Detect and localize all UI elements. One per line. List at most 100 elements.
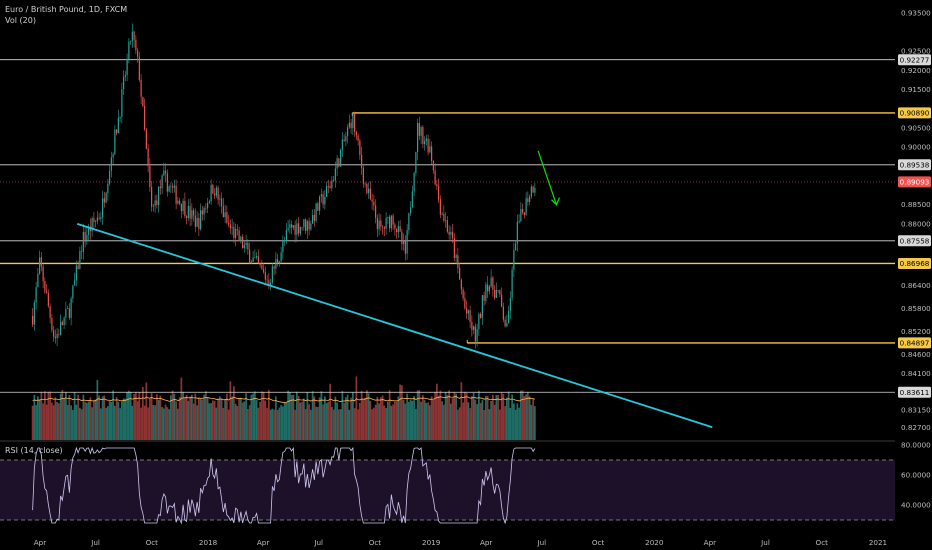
candle-body	[75, 265, 77, 281]
price-tag-0.89093: 0.89093	[898, 176, 931, 188]
volume-bar	[518, 407, 520, 440]
volume-bar	[500, 392, 503, 440]
price-tag-text: 0.90890	[900, 109, 930, 118]
candle-body	[369, 188, 371, 200]
volume-bar	[238, 398, 240, 440]
candle-body	[256, 256, 258, 258]
volume-bar	[199, 398, 202, 440]
volume-bar	[395, 401, 398, 440]
candle-body	[508, 310, 510, 323]
volume-bar	[107, 406, 109, 440]
candle-body	[114, 129, 116, 155]
volume-bar	[486, 395, 489, 440]
price-tick-label: 0.86400	[901, 281, 931, 290]
candle-body	[214, 193, 216, 196]
candle-body	[81, 250, 83, 252]
candle-body	[298, 223, 300, 234]
candle-body	[308, 221, 310, 230]
price-tick-label: 0.88000	[901, 219, 931, 228]
candle-body	[450, 232, 452, 235]
volume-bar	[455, 393, 457, 440]
candle-body	[525, 198, 527, 216]
volume-bar	[222, 407, 225, 440]
price-tag-0.84897: 0.84897	[898, 337, 931, 349]
candle-body	[130, 41, 132, 42]
candle-body	[196, 218, 198, 227]
candle-body	[390, 215, 392, 229]
price-tag-0.90890: 0.90890	[898, 107, 931, 119]
candle-body	[39, 257, 41, 274]
candle-body	[320, 194, 322, 197]
volume-bar	[490, 401, 492, 440]
volume-bar	[287, 390, 289, 440]
price-tag-text: 0.84897	[900, 339, 930, 348]
time-tick-label: Oct	[146, 538, 159, 547]
candle-body	[389, 216, 391, 229]
candle-body	[520, 209, 522, 221]
volume-bar	[362, 399, 365, 440]
volume-bar	[355, 376, 358, 440]
candle-body	[294, 225, 296, 235]
candle-body	[51, 317, 53, 331]
candle-body	[184, 200, 186, 217]
candle-body	[529, 196, 531, 202]
volume-bar	[423, 400, 426, 440]
candle-body	[82, 232, 84, 252]
price-tag-bg	[898, 176, 931, 188]
candle-body	[459, 267, 461, 280]
volume-bar	[66, 405, 69, 440]
candle-body	[425, 138, 427, 141]
candle-body	[193, 210, 195, 216]
candle-body	[191, 210, 193, 219]
candle-body	[158, 186, 160, 206]
rsi-legend[interactable]: RSI (14, close)	[5, 446, 63, 455]
candle-body	[98, 217, 100, 219]
volume-bar	[523, 396, 526, 440]
time-tick-label: Apr	[257, 538, 269, 547]
candle-body	[396, 228, 398, 232]
volume-bar	[231, 396, 233, 440]
price-tags: 0.92277 0.90890 0.89538 0.89093 0.87558 0.869…	[898, 54, 931, 398]
price-tick-label: 0.90000	[901, 143, 931, 152]
time-tick-label: Oct	[592, 538, 605, 547]
symbol-legend[interactable]: Euro / British Pound, 1D, FXCM	[5, 5, 128, 14]
volume-bar	[254, 391, 256, 440]
candle-body	[445, 220, 447, 221]
volume-bar	[488, 409, 491, 440]
price-tag-0.87558: 0.87558	[898, 235, 931, 247]
candle-body	[434, 170, 436, 185]
rsi-tick-label: 60.0000	[901, 471, 931, 480]
volume-bar	[457, 409, 459, 440]
volume-bar	[422, 395, 424, 440]
candle-body	[221, 198, 223, 207]
volume-bar	[73, 391, 76, 440]
candle-body	[154, 200, 156, 206]
volume-bar	[68, 395, 71, 440]
candle-body	[403, 240, 405, 245]
candle-body	[424, 140, 426, 144]
volume-bar	[420, 401, 422, 440]
volume-bar	[135, 392, 137, 440]
candle-body	[95, 221, 97, 222]
candle-body	[532, 186, 534, 193]
candle-body	[70, 298, 72, 318]
volume-bar	[441, 401, 443, 440]
volume-bar	[122, 398, 125, 440]
volume-bar	[259, 401, 261, 440]
candle-body	[487, 284, 489, 292]
candle-body	[63, 317, 65, 326]
volume-legend[interactable]: Vol (20)	[5, 16, 36, 25]
volume-bar	[311, 391, 314, 440]
volume-bar	[245, 393, 247, 440]
candle-body	[492, 277, 494, 290]
volume-bar	[444, 392, 447, 440]
candle-body	[117, 118, 119, 134]
time-tick-label: Apr	[480, 538, 492, 547]
candle-body	[399, 226, 401, 232]
candle-body	[257, 256, 259, 264]
candle-body	[457, 255, 459, 268]
candle-body	[84, 232, 86, 241]
candle-body	[504, 319, 506, 327]
volume-bar	[44, 391, 46, 440]
